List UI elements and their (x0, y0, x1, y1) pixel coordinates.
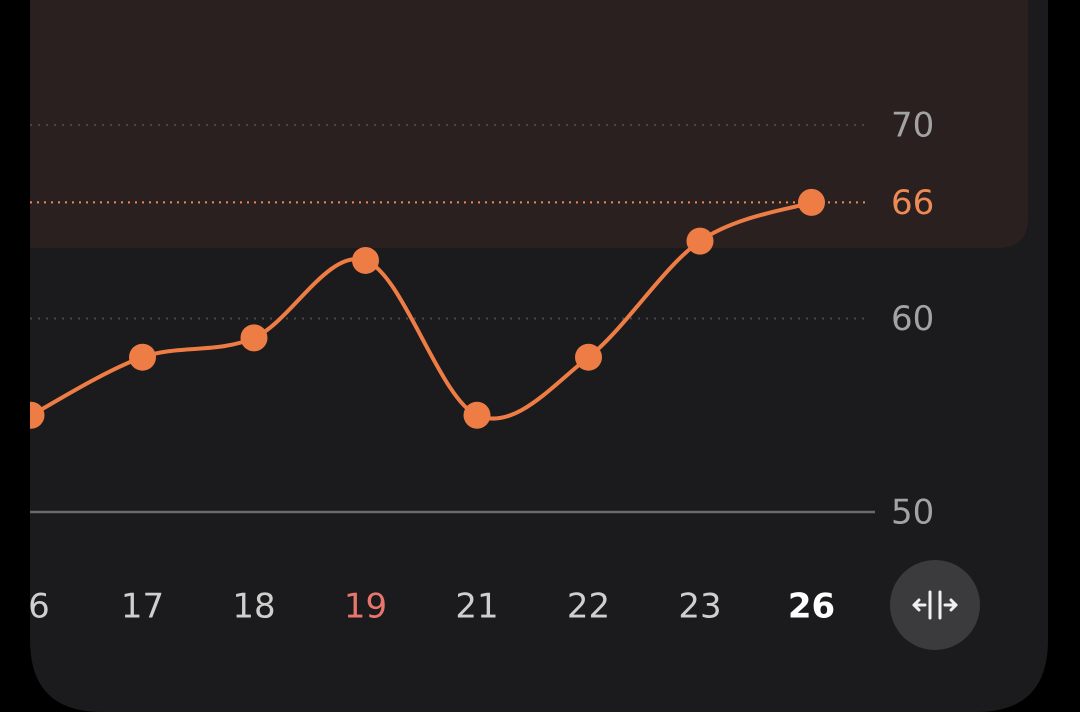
x-tick-label: 26 (788, 587, 835, 627)
plot (30, 124, 875, 514)
button-bg[interactable] (890, 560, 980, 650)
data-point (129, 343, 156, 371)
data-point (30, 401, 45, 429)
x-tick-label: 22 (567, 587, 610, 627)
x-tick-label: 19 (344, 587, 387, 627)
data-point (686, 227, 714, 255)
x-tick-label: 21 (455, 587, 498, 627)
x-tick-label: 6 (28, 587, 50, 627)
button-icon[interactable] (912, 590, 958, 620)
data-point (352, 246, 379, 274)
y-tick-label: 70 (891, 106, 934, 146)
x-tick-label: 23 (678, 587, 721, 627)
data-point (240, 324, 268, 352)
x-tick-label: 17 (121, 587, 164, 627)
zoom-button[interactable] (890, 560, 980, 650)
y-tick-label: 50 (891, 493, 934, 533)
reference-label: 66 (891, 183, 934, 223)
data-point (575, 343, 602, 371)
data-point (798, 188, 825, 216)
data-point (463, 401, 491, 429)
x-tick-label: 18 (232, 587, 275, 627)
y-tick-label: 60 (891, 299, 934, 339)
data-line (30, 200, 813, 421)
target-zone (30, 0, 1028, 248)
